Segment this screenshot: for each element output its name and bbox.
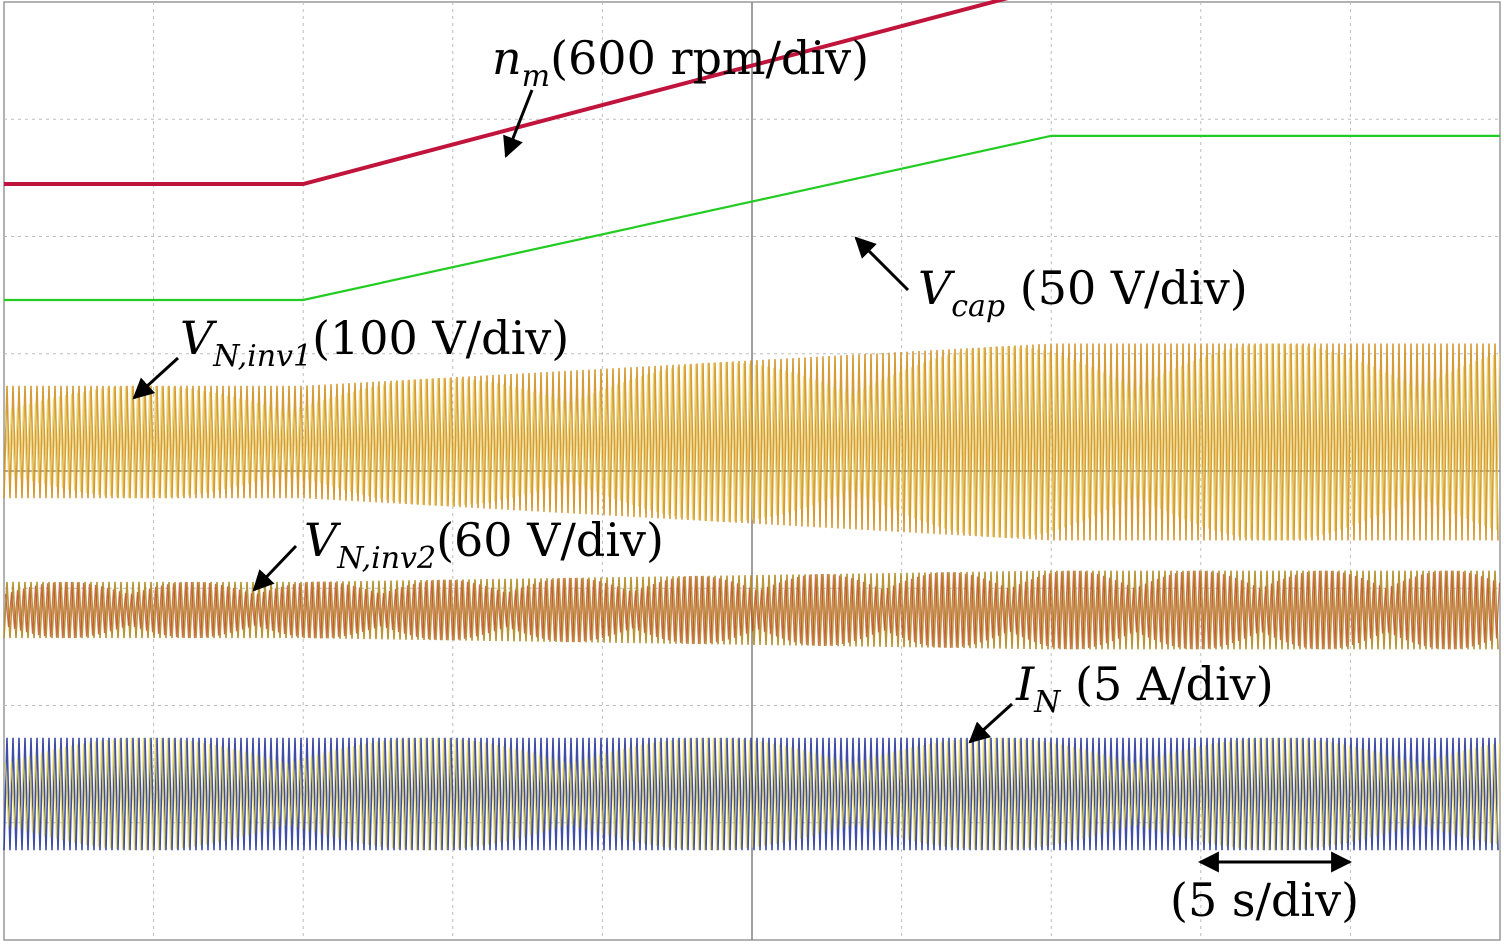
trace-v-n-inv2-overlay [4, 570, 1501, 650]
in-symbol: I [1015, 657, 1035, 711]
vcap-symbol: V [918, 261, 956, 315]
time-scale-label: (5 s/div) [1170, 873, 1359, 927]
svg-text:nm(600 rpm/div): nm(600 rpm/div) [492, 31, 869, 94]
svg-text:Vcap (50 V/div): Vcap (50 V/div) [918, 261, 1248, 324]
label-vn-inv1: VN,inv1(100 V/div) [180, 311, 569, 374]
trace-v-n-inv1 [3, 343, 1499, 541]
nm-subscript: m [522, 59, 550, 94]
svg-text:IN (5 A/div): IN (5 A/div) [1015, 657, 1274, 720]
trace-i-n [3, 737, 1499, 851]
trace-i-n-overlay [4, 737, 1501, 851]
in-suffix: (5 A/div) [1060, 657, 1273, 711]
vninv1-arrow [132, 356, 180, 400]
svg-text:VN,inv1(100 V/div): VN,inv1(100 V/div) [180, 311, 569, 374]
trace-n-m [4, 0, 1009, 186]
in-subscript: N [1033, 685, 1062, 720]
nm-arrow [503, 89, 534, 158]
nm-suffix: (600 rpm/div) [550, 31, 869, 85]
vcap-suffix: (50 V/div) [1005, 261, 1248, 315]
label-vn-inv2: VN,inv2(60 V/div) [304, 513, 664, 576]
vninv2-suffix: (60 V/div) [436, 513, 664, 567]
in-arrow [968, 702, 1014, 744]
label-nm: nm(600 rpm/div) [492, 31, 869, 94]
vninv1-symbol: V [180, 311, 218, 365]
vcap-subscript: cap [951, 289, 1005, 324]
label-in: IN (5 A/div) [1015, 657, 1274, 720]
trace-v-n-inv1-overlay [4, 343, 1501, 541]
vninv1-suffix: (100 V/div) [312, 311, 569, 365]
nm-symbol: n [492, 31, 522, 85]
vninv2-symbol: V [304, 513, 342, 567]
trace-v-cap [4, 134, 1500, 302]
svg-text:VN,inv2(60 V/div): VN,inv2(60 V/div) [304, 513, 664, 576]
label-vcap: Vcap (50 V/div) [918, 261, 1248, 324]
vninv2-subscript: N,inv2 [336, 541, 436, 576]
vninv1-subscript: N,inv1 [212, 339, 312, 374]
vcap-arrow [854, 236, 910, 292]
vninv2-arrow [252, 544, 298, 592]
